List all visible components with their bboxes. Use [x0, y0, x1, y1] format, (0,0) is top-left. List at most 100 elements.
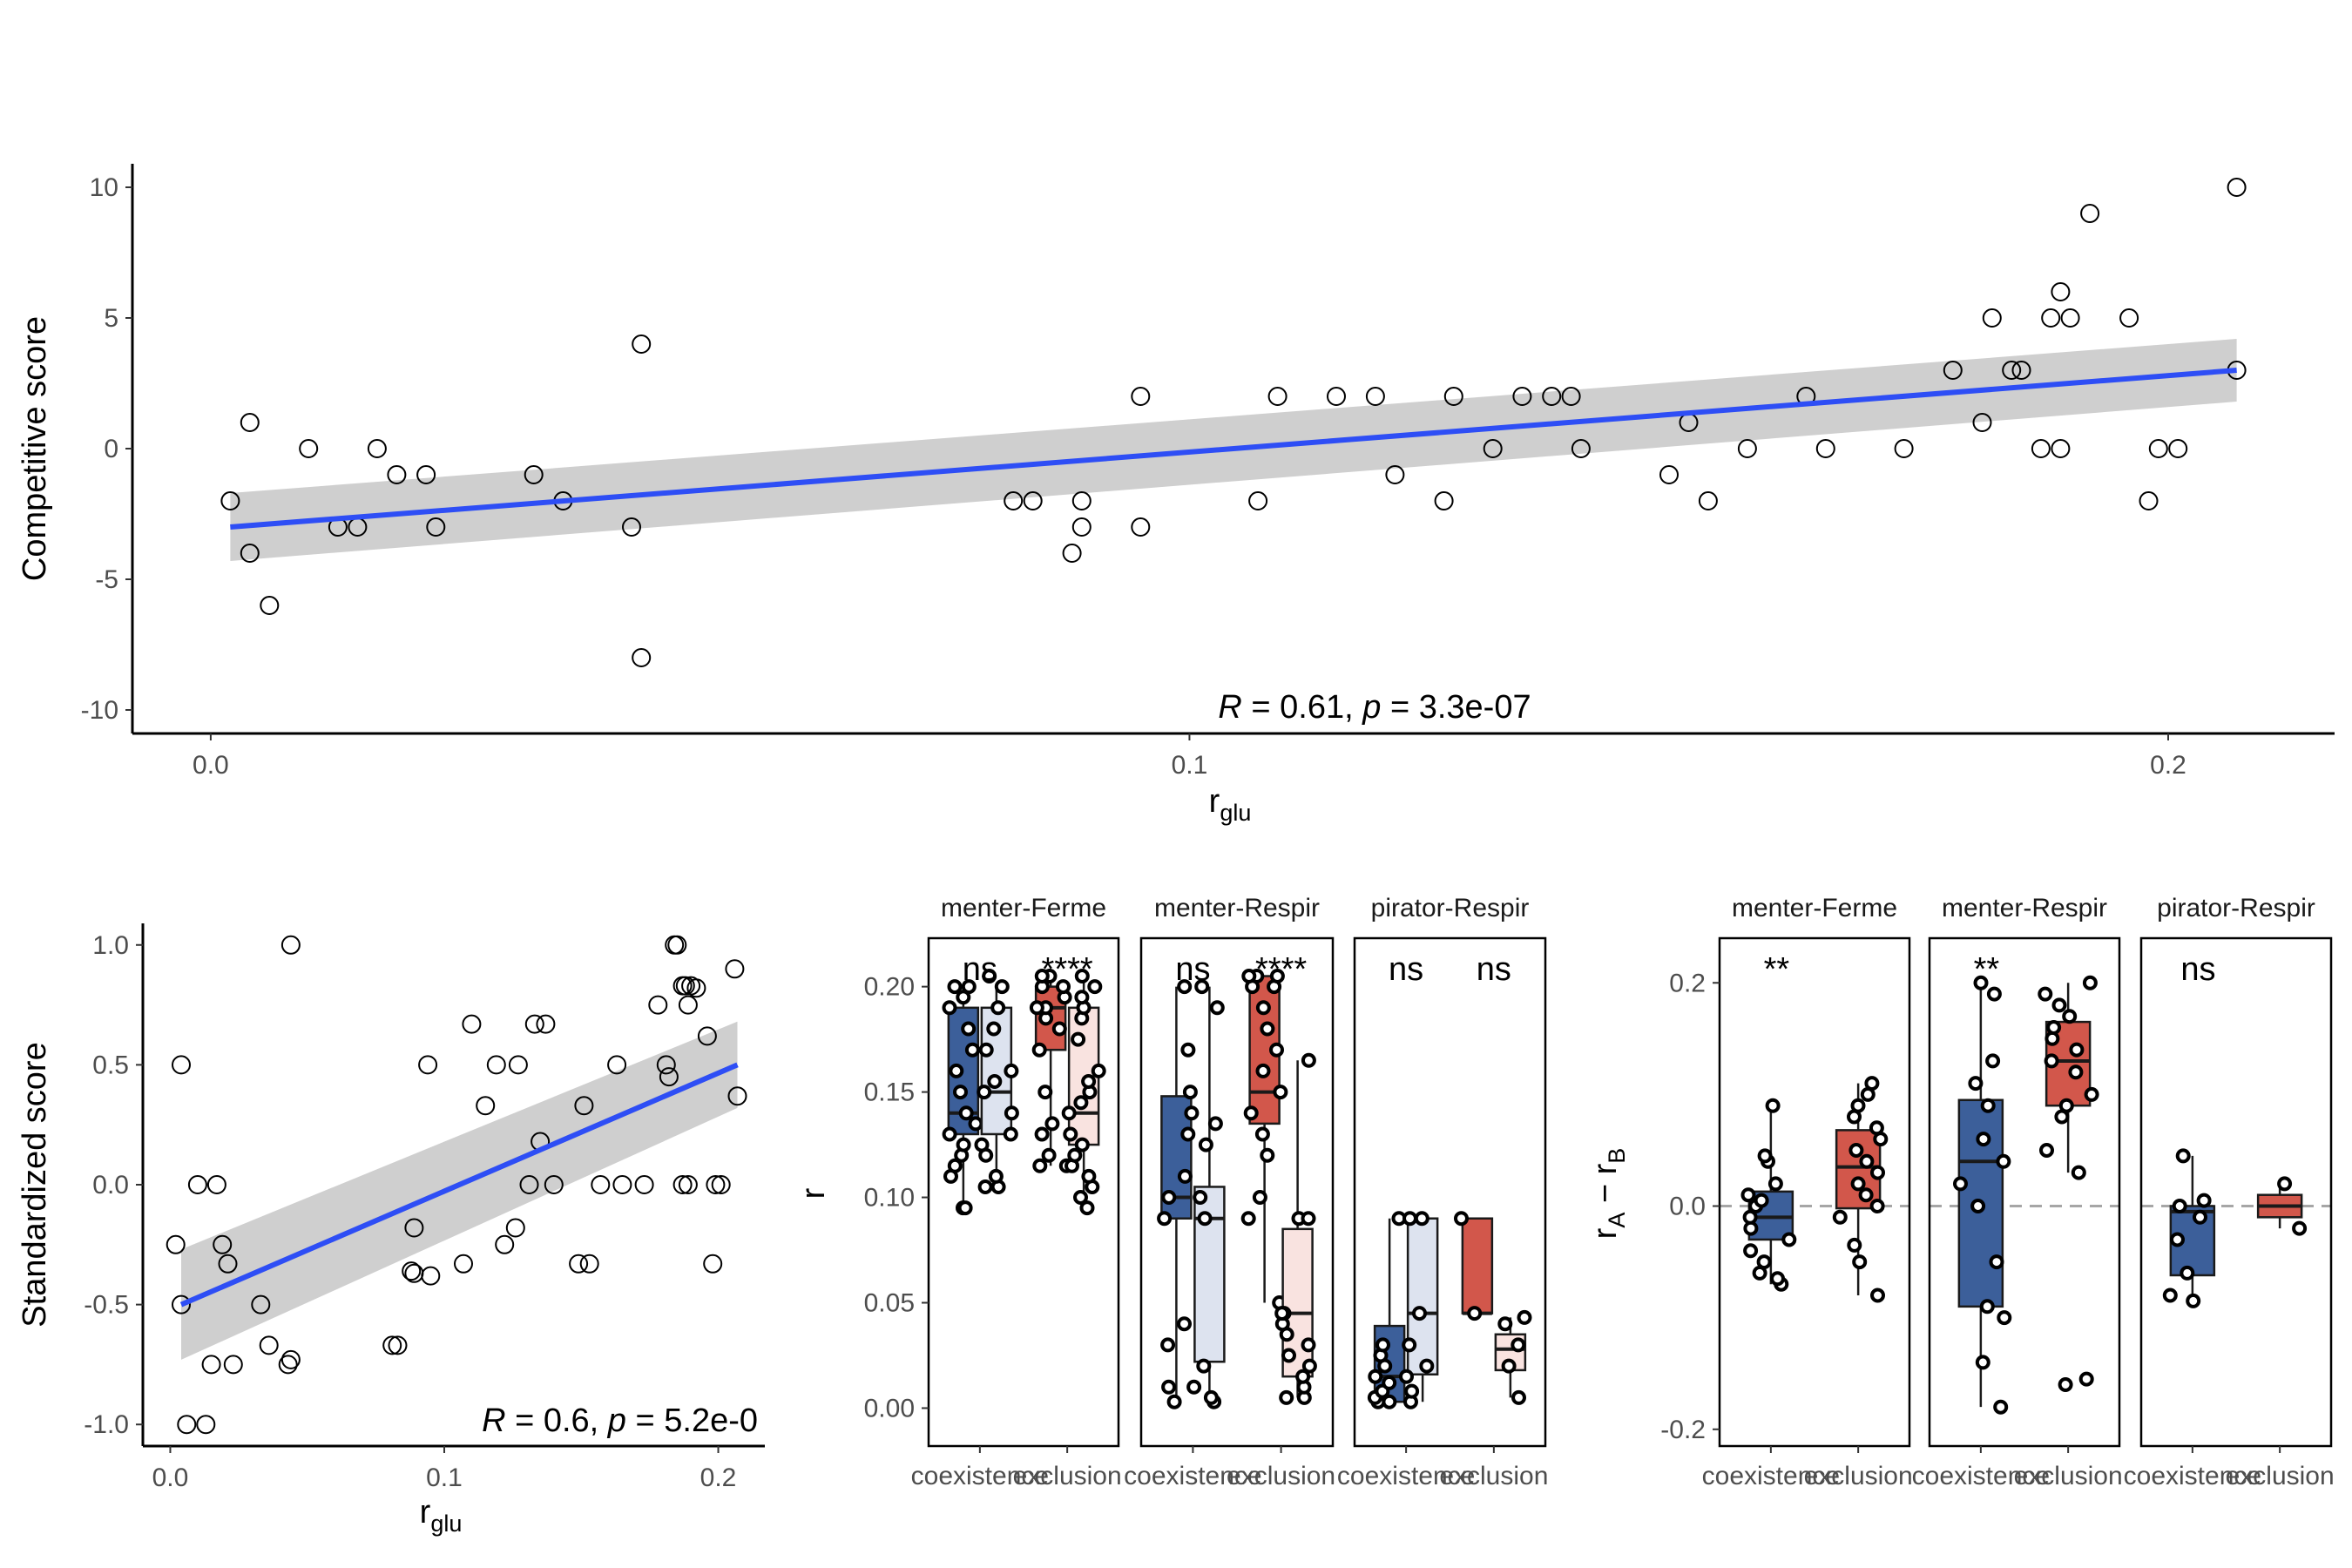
scatter-point [280, 935, 301, 955]
jitter-point [2084, 1086, 2099, 1102]
scatter-point [1943, 361, 1963, 380]
jitter-point [2071, 1165, 2086, 1180]
jitter-point [1511, 1337, 1526, 1353]
jitter-point [977, 1179, 993, 1194]
scatter-point [1248, 491, 1268, 510]
scatter-point [632, 335, 652, 354]
y-tick-label: 0.00 [864, 1394, 915, 1423]
jitter-point [1260, 1147, 1275, 1163]
jitter-point [2062, 1009, 2078, 1024]
y-tick-label: 0.10 [864, 1184, 915, 1213]
jitter-point [1074, 969, 1090, 983]
significance-label: ns [1477, 951, 1511, 988]
box-coexistence-B [974, 969, 1019, 1194]
x-tick-label: 0.2 [2150, 751, 2186, 780]
y-tick-label: -0.5 [84, 1291, 129, 1320]
jitter-point [1166, 1394, 1182, 1409]
scatter-point [454, 1254, 473, 1274]
jitter-point [1767, 1176, 1783, 1192]
scatter-point [711, 1175, 731, 1194]
scatter-point [524, 1014, 544, 1034]
scatter-point [703, 1254, 723, 1274]
box-exclusion-A [1454, 1211, 1494, 1321]
scatter-point [1982, 308, 2002, 328]
jitter-point [1255, 1000, 1271, 1016]
jitter-point [2196, 1193, 2212, 1208]
box-exclusion [1832, 1076, 1889, 1303]
x-tick-label: 0.1 [426, 1463, 463, 1492]
significance-label: ns [2180, 951, 2215, 988]
jitter-point [1454, 1211, 1469, 1227]
jitter-point [947, 1158, 963, 1173]
significance-label: **** [1255, 951, 1307, 988]
scatter-point [1023, 491, 1043, 510]
box-exclusion-A [1240, 969, 1288, 1310]
y-tick-label: -10 [81, 696, 118, 725]
scatter-point [476, 1096, 496, 1116]
jitter-point [1852, 1254, 1868, 1270]
scatter-point [2051, 282, 2071, 301]
bl-y-ticks: -1.0 -0.5 0.0 0.5 1.0 [84, 931, 143, 1439]
scatter-point [607, 1055, 627, 1075]
scatter-point [1004, 491, 1024, 510]
bl-correlation-annotation: R = 0.6, p = 5.2e-0 [482, 1402, 758, 1439]
jitter-point [1781, 1232, 1797, 1247]
facet-strip-label: menter-Respir [1942, 894, 2107, 923]
jitter-point [1765, 1098, 1781, 1113]
jitter-point [1255, 1063, 1271, 1078]
jitter-point [1848, 1143, 1864, 1158]
jitter-point [1186, 1379, 1202, 1395]
jitter-point [1419, 1358, 1435, 1374]
x-tick-label: 0.0 [152, 1463, 189, 1492]
top-correlation-annotation: R = 0.61, p = 3.3e-07 [1218, 689, 1531, 726]
jitter-point [1029, 1000, 1044, 1016]
scatter-point [2080, 204, 2100, 223]
jitter-point [990, 1000, 1006, 1016]
box-exclusion-A [1029, 969, 1074, 1173]
jitter-point [2082, 975, 2098, 990]
scatter-point [1071, 517, 1092, 537]
jitter-point [1970, 1199, 1986, 1213]
scatter-point [206, 1175, 226, 1194]
jitter-point [1414, 1211, 1429, 1227]
jitter-point [978, 1042, 994, 1058]
scatter-point [172, 1294, 191, 1315]
x-tick-label: exclusion [1227, 1462, 1335, 1490]
facet-border [927, 936, 1120, 1448]
x-tick-label: exclusion [2014, 1462, 2123, 1490]
jitter-point [1295, 1369, 1311, 1384]
jitter-point [1870, 1288, 1885, 1303]
y-tick-label: -5 [95, 565, 118, 594]
jitter-point [1160, 1337, 1176, 1353]
scatter-point [462, 1014, 482, 1034]
facet-strip-label: menter-Respir [1154, 894, 1320, 923]
jitter-point [1467, 1306, 1483, 1321]
jitter-point [968, 1116, 983, 1132]
jitter-point [1743, 1243, 1759, 1259]
facet-border [1139, 936, 1335, 1448]
jitter-point [1847, 1237, 1862, 1253]
significance-label: ** [1764, 951, 1790, 988]
scatter-point [2168, 439, 2188, 458]
jitter-point [1196, 1358, 1212, 1374]
jitter-point [1194, 979, 1210, 995]
jitter-point [1850, 1098, 1866, 1113]
jitter-point [1063, 1126, 1078, 1142]
jitter-point [1980, 1098, 1996, 1113]
jitter-point [1071, 1031, 1086, 1047]
jitter-point [988, 1168, 1004, 1184]
jitter-point [1269, 969, 1285, 983]
scatter-point [2060, 308, 2080, 328]
jitter-point [1754, 1193, 1769, 1208]
regression-line [179, 1062, 739, 1308]
jitter-point [1056, 979, 1071, 995]
scatter-point [1698, 491, 1718, 510]
scatter-point [678, 995, 698, 1015]
scatter-point [177, 1415, 197, 1435]
jitter-point [1869, 1120, 1884, 1136]
jitter-point [1198, 1137, 1213, 1152]
jitter-point [1061, 1105, 1077, 1121]
